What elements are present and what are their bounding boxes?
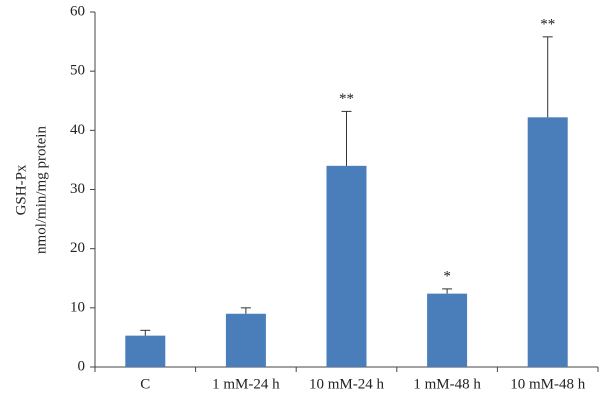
y-axis-label: nmol/min/mg protein	[33, 126, 49, 254]
bar	[125, 335, 166, 367]
y-tick-label: 40	[70, 122, 85, 138]
y-tick-label: 50	[70, 63, 85, 79]
y-tick-label: 30	[70, 181, 85, 197]
y-tick-label: 0	[78, 358, 86, 374]
bar	[427, 293, 468, 367]
significance-label: **	[540, 16, 555, 32]
y-tick-label: 20	[70, 240, 85, 256]
x-tick-label: 1 mM-24 h	[212, 376, 280, 392]
bar	[225, 313, 266, 367]
bar	[326, 165, 367, 367]
x-tick-label: 1 mM-48 h	[413, 376, 481, 392]
bar	[527, 117, 568, 367]
y-tick-label: 60	[70, 3, 85, 19]
x-tick-label: 10 mM-48 h	[510, 376, 586, 392]
y-axis-label: GSH-Px	[13, 164, 29, 215]
x-tick-label: 10 mM-24 h	[309, 376, 385, 392]
significance-label: **	[339, 91, 354, 107]
y-tick-label: 10	[70, 299, 85, 315]
significance-label: *	[443, 268, 451, 284]
x-tick-label: C	[140, 376, 150, 392]
